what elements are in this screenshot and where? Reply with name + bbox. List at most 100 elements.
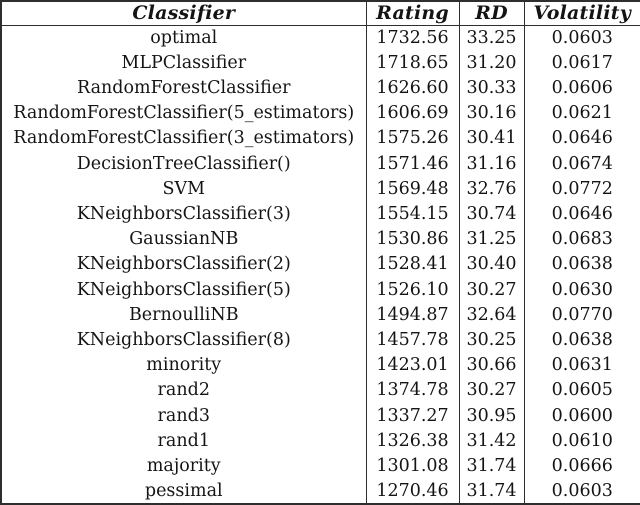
cell-classifier: RandomForestClassifier(3_estimators) [0,125,367,152]
column-header-volatility: Volatility [523,1,640,26]
cell-classifier: MLPClassifier [0,50,367,76]
cell-classifier: KNeighborsClassifier(5) [0,277,367,303]
cell-volatility: 0.0606 [523,75,640,101]
column-header-rd: RD [458,1,525,26]
cell-rd: 30.41 [458,125,525,152]
cell-rd: 30.33 [458,75,525,101]
cell-rd: 31.20 [458,50,525,76]
cell-rd: 30.27 [458,377,525,404]
cell-rd: 31.74 [458,478,525,504]
cell-rating: 1606.69 [365,100,460,126]
cell-volatility: 0.0610 [523,428,640,454]
cell-classifier: BernoulliNB [0,302,367,328]
cell-rating: 1494.87 [365,302,460,328]
cell-rating: 1528.41 [365,251,460,278]
table-row: DecisionTreeClassifier() 1571.46 31.16 0… [0,151,640,177]
cell-classifier: rand3 [0,403,367,429]
cell-classifier: pessimal [0,478,367,504]
cell-classifier: KNeighborsClassifier(3) [0,201,367,227]
cell-rating: 1423.01 [365,352,460,378]
column-header-classifier: Classifier [0,1,367,26]
table-row: GaussianNB 1530.86 31.25 0.0683 [0,226,640,252]
cell-rating: 1457.78 [365,327,460,353]
cell-volatility: 0.0772 [523,176,640,202]
cell-rd: 32.64 [458,302,525,328]
cell-volatility: 0.0600 [523,403,640,429]
column-header-rating: Rating [365,1,460,26]
table-row: pessimal 1270.46 31.74 0.0603 [0,478,640,504]
table-row: rand3 1337.27 30.95 0.0600 [0,403,640,429]
cell-rating: 1530.86 [365,226,460,252]
table-body: optimal 1732.56 33.25 0.0603 MLPClassifi… [0,25,640,504]
cell-classifier: KNeighborsClassifier(2) [0,251,367,278]
cell-volatility: 0.0617 [523,50,640,76]
cell-rd: 32.76 [458,176,525,202]
table-row: MLPClassifier 1718.65 31.20 0.0617 [0,50,640,76]
cell-classifier: minority [0,352,367,378]
cell-rd: 30.25 [458,327,525,353]
cell-volatility: 0.0603 [523,25,640,51]
table-row: majority 1301.08 31.74 0.0666 [0,453,640,479]
cell-rating: 1732.56 [365,25,460,51]
table-row: optimal 1732.56 33.25 0.0603 [0,25,640,51]
cell-volatility: 0.0605 [523,377,640,404]
cell-rating: 1569.48 [365,176,460,202]
cell-volatility: 0.0683 [523,226,640,252]
table-row: KNeighborsClassifier(8) 1457.78 30.25 0.… [0,327,640,353]
cell-rating: 1326.38 [365,428,460,454]
table-row: rand2 1374.78 30.27 0.0605 [0,377,640,404]
cell-classifier: RandomForestClassifier(5_estimators) [0,100,367,126]
cell-rating: 1571.46 [365,151,460,177]
cell-volatility: 0.0603 [523,478,640,504]
cell-rd: 30.74 [458,201,525,227]
cell-rating: 1374.78 [365,377,460,404]
cell-rd: 31.74 [458,453,525,479]
cell-volatility: 0.0666 [523,453,640,479]
cell-rd: 30.40 [458,251,525,278]
cell-rating: 1526.10 [365,277,460,303]
cell-volatility: 0.0621 [523,100,640,126]
cell-volatility: 0.0631 [523,352,640,378]
cell-rd: 30.66 [458,352,525,378]
cell-rd: 30.95 [458,403,525,429]
cell-rating: 1626.60 [365,75,460,101]
table-header-row: Classifier Rating RD Volatility [0,1,640,26]
table-row: KNeighborsClassifier(2) 1528.41 30.40 0.… [0,251,640,278]
table-row: RandomForestClassifier(3_estimators) 157… [0,125,640,152]
cell-rd: 31.25 [458,226,525,252]
cell-rating: 1337.27 [365,403,460,429]
cell-classifier: KNeighborsClassifier(8) [0,327,367,353]
cell-volatility: 0.0638 [523,327,640,353]
cell-volatility: 0.0770 [523,302,640,328]
cell-volatility: 0.0646 [523,201,640,227]
cell-volatility: 0.0674 [523,151,640,177]
cell-rd: 30.16 [458,100,525,126]
table-row: KNeighborsClassifier(3) 1554.15 30.74 0.… [0,201,640,227]
table-row: RandomForestClassifier 1626.60 30.33 0.0… [0,75,640,101]
cell-volatility: 0.0630 [523,277,640,303]
cell-classifier: RandomForestClassifier [0,75,367,101]
cell-classifier: SVM [0,176,367,202]
cell-classifier: DecisionTreeClassifier() [0,151,367,177]
cell-classifier: majority [0,453,367,479]
cell-rd: 31.42 [458,428,525,454]
table-row: RandomForestClassifier(5_estimators) 160… [0,100,640,126]
cell-rating: 1718.65 [365,50,460,76]
cell-classifier: rand1 [0,428,367,454]
cell-rd: 31.16 [458,151,525,177]
cell-rating: 1270.46 [365,478,460,504]
table-row: rand1 1326.38 31.42 0.0610 [0,428,640,454]
table-row: KNeighborsClassifier(5) 1526.10 30.27 0.… [0,277,640,303]
cell-rd: 33.25 [458,25,525,51]
cell-classifier: GaussianNB [0,226,367,252]
table-row: minority 1423.01 30.66 0.0631 [0,352,640,378]
cell-rating: 1575.26 [365,125,460,152]
cell-rd: 30.27 [458,277,525,303]
cell-classifier: rand2 [0,377,367,404]
cell-rating: 1301.08 [365,453,460,479]
cell-classifier: optimal [0,25,367,51]
table-row: SVM 1569.48 32.76 0.0772 [0,176,640,202]
cell-volatility: 0.0646 [523,125,640,152]
cell-volatility: 0.0638 [523,251,640,278]
